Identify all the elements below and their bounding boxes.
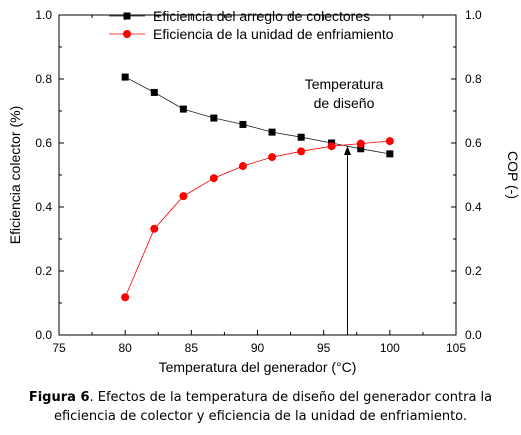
legend: Eficiencia del arreglo de colectores Efic… [109, 8, 394, 42]
axes [58, 14, 457, 336]
caption-lead: Figura 6 [28, 390, 90, 405]
data-point-square [179, 105, 187, 113]
y2-tick-label: 1.0 [465, 8, 482, 22]
y2-axis-title: COP (-) [505, 151, 521, 199]
y-axis-title: Eficiencia colector (%) [7, 106, 23, 245]
data-point-circle [121, 293, 130, 302]
x-tick-label: 85 [185, 341, 199, 355]
y-tick-label: 1.0 [35, 8, 52, 22]
y2-tick-label: 0.2 [465, 264, 482, 278]
x-tick-label: 80 [118, 341, 132, 355]
data-point-square [121, 73, 129, 81]
annotation: Temperatura de diseño [305, 76, 384, 335]
x-tick-label: 100 [380, 341, 400, 355]
series-line [125, 76, 390, 155]
x-axis-title: Temperatura del generador (°C) [159, 359, 357, 375]
data-point-square [239, 120, 247, 128]
data-point-circle [209, 174, 218, 183]
data-point-square [150, 88, 158, 96]
data-point-square [357, 145, 365, 153]
y2-tick-label: 0.8 [465, 72, 482, 86]
x-tick-label: 90 [251, 341, 265, 355]
y2-tick-label: 0.0 [465, 328, 482, 342]
y-tick-label: 0.2 [35, 264, 52, 278]
chart: 75 80 85 90 95 100 1050.00.20.40.60.81.00.00.2… [7, 8, 521, 375]
data-point-circle [150, 224, 159, 233]
series-layer [121, 73, 394, 302]
data-point-circle [297, 147, 306, 156]
annotation-arrow-head [343, 146, 351, 155]
annotation-label-line: Temperatura [305, 76, 384, 92]
legend-label: Eficiencia del arreglo de colectores [153, 8, 370, 24]
data-point-circle [356, 139, 365, 148]
data-point-square [386, 150, 394, 158]
series-line [124, 140, 390, 298]
y-tick-label: 0.4 [35, 200, 52, 214]
y-tick-label: 0.8 [35, 72, 52, 86]
data-point-circle [238, 162, 247, 171]
data-point-circle [385, 137, 394, 146]
x-tick-label: 75 [52, 341, 66, 355]
x-tick-label: 105 [446, 341, 466, 355]
y-tick-label: 0.6 [35, 136, 52, 150]
annotation-label-line: de diseño [314, 95, 375, 111]
figure-caption: Figura 6. Efectos de la temperatura de d… [8, 388, 513, 426]
data-point-circle [327, 142, 336, 151]
y2-tick-label: 0.6 [465, 136, 482, 150]
ticks: 75 80 85 90 95 100 1050.00.20.40.60.81.00.00.2… [35, 8, 482, 355]
y-tick-label: 0.0 [35, 328, 52, 342]
data-point-square [268, 128, 276, 136]
data-point-circle [179, 192, 188, 201]
axis-titles: Temperatura del generador (°C) Eficiencia… [7, 106, 521, 375]
data-point-circle [268, 153, 277, 162]
plot-frame [58, 14, 457, 336]
legend-marker-circle [123, 30, 131, 38]
caption-text: . Efectos de la temperatura de diseño de… [53, 390, 493, 424]
data-point-square [210, 114, 218, 122]
x-tick-label: 95 [317, 341, 331, 355]
legend-label: Eficiencia de la unidad de enfriamiento [153, 26, 394, 42]
legend-marker-square [123, 12, 131, 20]
data-point-square [297, 133, 305, 141]
y2-tick-label: 0.4 [465, 200, 482, 214]
